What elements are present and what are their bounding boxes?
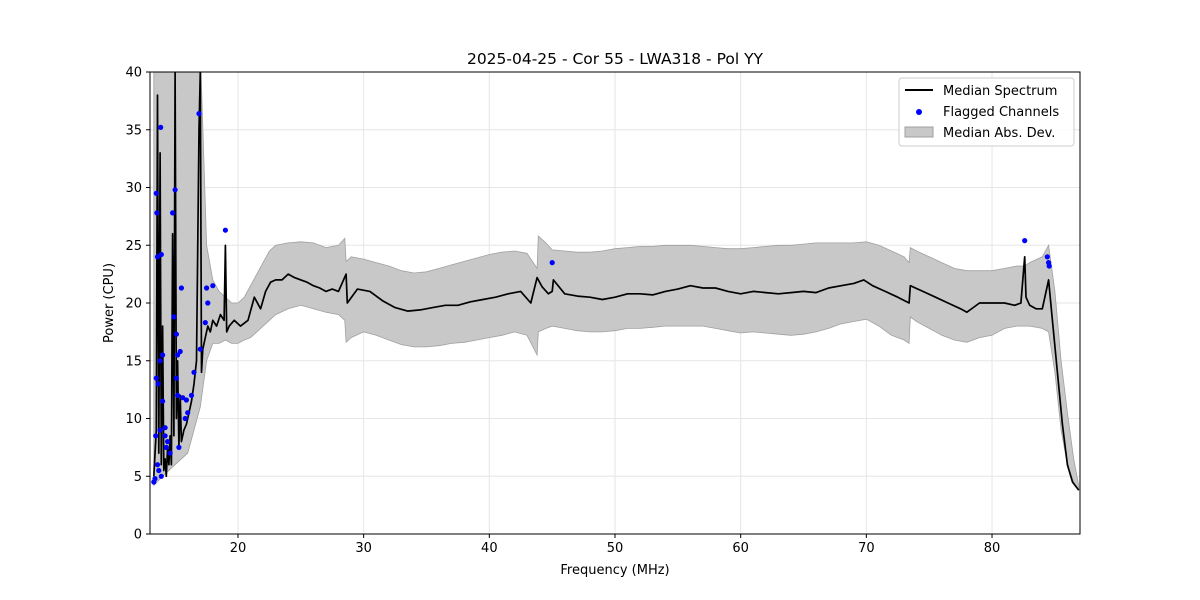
y-tick-label: 10 (125, 412, 142, 427)
flagged-channel-point (175, 392, 181, 398)
flagged-channel-point (153, 375, 159, 381)
legend-label-flagged: Flagged Channels (943, 105, 1059, 120)
y-tick-label: 15 (125, 354, 142, 369)
flagged-channel-point (1046, 263, 1052, 269)
flagged-channel-point (549, 260, 555, 266)
flagged-channel-point (162, 425, 168, 431)
flagged-channel-point (160, 352, 166, 358)
y-tick-label: 0 (134, 528, 142, 543)
median-spectrum-line (152, 72, 1080, 491)
flagged-channel-point (158, 124, 164, 130)
flagged-channel-point (154, 210, 160, 216)
axes: 20 30 40 50 60 70 80 0 5 10 15 20 25 30 35 40 (125, 66, 1081, 556)
flagged-channel-point (160, 398, 166, 404)
flagged-channel-point (153, 190, 159, 196)
legend-dot-swatch (916, 109, 922, 115)
flagged-channel-point (153, 433, 159, 439)
legend-box (898, 77, 1075, 147)
x-tick-label: 70 (858, 541, 875, 556)
y-tick-label: 35 (125, 123, 142, 138)
flagged-channel-point (173, 375, 179, 381)
flagged-channel-point (204, 285, 210, 291)
flagged-channel-point (154, 462, 161, 468)
flagged-channel-point (222, 227, 228, 233)
flagged-channel-point (154, 254, 161, 260)
flagged-channel-point (157, 358, 163, 364)
flagged-channel-point (162, 433, 168, 439)
legend-label-mad: Median Abs. Dev. (943, 126, 1055, 141)
x-tick-label: 40 (481, 541, 498, 556)
y-tick-label: 5 (134, 470, 142, 485)
flagged-channel-point (182, 415, 188, 422)
x-tick-label: 20 (230, 541, 247, 556)
flagged-channel-point (191, 369, 197, 375)
flagged-channel-point (155, 381, 161, 387)
flagged-channel-point (167, 450, 173, 456)
y-axis-title: Power (CPU) (102, 263, 117, 343)
flagged-channel-point (183, 397, 189, 403)
flagged-channel-point (172, 187, 178, 193)
legend-label-median: Median Spectrum (943, 84, 1057, 99)
flagged-channel-point (210, 283, 216, 289)
flagged-channel-point (1022, 238, 1028, 244)
flagged-channel-point (197, 346, 203, 352)
y-tick-label: 40 (125, 66, 142, 81)
flagged-channel-point (152, 476, 158, 482)
flagged-channel-point (171, 314, 177, 320)
flagged-channel-point (1044, 254, 1050, 260)
flagged-channel-point (173, 331, 179, 337)
legend-band-swatch (904, 126, 934, 138)
flagged-channel-point (202, 320, 208, 326)
flagged-channel-point (177, 348, 183, 355)
y-tick-label: 20 (125, 297, 142, 312)
flagged-channel-point (180, 395, 186, 401)
x-tick-label: 30 (355, 541, 372, 556)
flagged-channel-point (158, 473, 164, 479)
flagged-channel-point (156, 467, 162, 474)
flagged-channel-point (188, 392, 195, 398)
flagged-channel-point (158, 251, 164, 258)
flagged-channel-point (157, 427, 163, 433)
flagged-channel-point (170, 210, 176, 216)
flagged-channel-point (178, 285, 184, 291)
x-tick-label: 80 (984, 541, 1001, 556)
flagged-channel-point (185, 410, 191, 416)
x-tick-label: 60 (732, 541, 749, 556)
chart-title: 2025-04-25 - Cor 55 - LWA318 - Pol YY (467, 50, 764, 68)
y-tick-label: 30 (125, 181, 142, 196)
y-tick-label: 25 (125, 239, 142, 254)
x-tick-label: 50 (607, 541, 624, 556)
legend: Median Spectrum Flagged Channels Median … (898, 77, 1075, 147)
flagged-channel-point (165, 439, 171, 445)
flagged-channel-point (163, 444, 169, 450)
flagged-channel-point (196, 111, 202, 117)
x-axis-title: Frequency (MHz) (560, 563, 669, 578)
flagged-channel-point (176, 444, 182, 450)
flagged-channel-point (205, 300, 211, 306)
